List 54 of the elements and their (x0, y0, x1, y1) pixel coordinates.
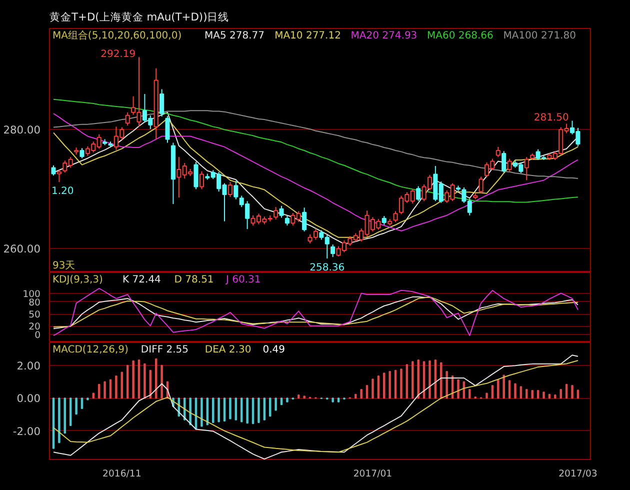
candlestick (194, 161, 198, 190)
text: MA100 271.80 (503, 30, 576, 42)
text: MA5 278.77 (204, 30, 264, 42)
x-tick-label: 2016/11 (102, 468, 142, 480)
candlestick (125, 112, 130, 126)
text: MA20 274.93 (350, 30, 418, 42)
y-tick-label: 50 (28, 310, 41, 321)
annotation: 1.20 (51, 186, 74, 198)
text: MA60 268.66 (427, 30, 494, 42)
text: J 60.31 (225, 274, 261, 286)
legend-title: MA组合(5,10,20,60,100,0) (52, 30, 182, 42)
candlestick (160, 88, 164, 118)
annotation: 93天 (52, 260, 76, 272)
candlestick (199, 170, 204, 190)
candlestick (502, 150, 506, 174)
candlestick (284, 215, 290, 226)
x-tick-label: 2017/01 (353, 468, 392, 480)
line-series (52, 288, 578, 336)
chart-title: 黄金T+D(上海黄金 mAu(T+D))日线 (50, 10, 230, 24)
candlestick (80, 148, 84, 159)
y-tick-label: 80 (28, 297, 41, 308)
candlestick (274, 206, 278, 220)
y-tick-label: -2.00 (12, 424, 41, 438)
candlestick (165, 115, 170, 144)
y-tick-label: 0.00 (16, 392, 41, 406)
candlestick (330, 244, 336, 258)
legend-title: MACD(12,26,9) (52, 344, 129, 356)
candlestick (51, 164, 56, 176)
candlestick (234, 180, 238, 200)
y-tick-label: 280.00 (3, 124, 41, 137)
candlestick (393, 210, 398, 222)
y-tick-label: 2.00 (16, 359, 41, 372)
candlestick (496, 146, 500, 158)
text: DIFF 2.55 (140, 344, 189, 356)
candlestick (279, 205, 284, 218)
text: D 78.51 (174, 274, 214, 286)
annotation: 292.19 (100, 49, 136, 60)
candlestick (302, 207, 307, 232)
x-tick-label: 2017/03 (558, 468, 598, 480)
annotation: 258.36 (310, 262, 345, 274)
candlestick (524, 156, 529, 181)
annotation: 0.49 (262, 344, 286, 356)
candlestick (228, 182, 232, 198)
y-tick-label: 260.00 (3, 242, 41, 256)
series-label: K 72.44 (122, 274, 161, 286)
candlestick (56, 170, 62, 183)
candlestick (416, 186, 421, 202)
text: MA10 277.12 (274, 30, 341, 42)
annotation: 281.50 (534, 112, 569, 124)
legend-title: KDJ(9,3,3) (52, 274, 104, 286)
candlestick (478, 176, 484, 194)
candlestick (507, 158, 512, 172)
y-tick-label: 0 (34, 330, 41, 341)
text: DEA 2.30 (204, 344, 252, 356)
